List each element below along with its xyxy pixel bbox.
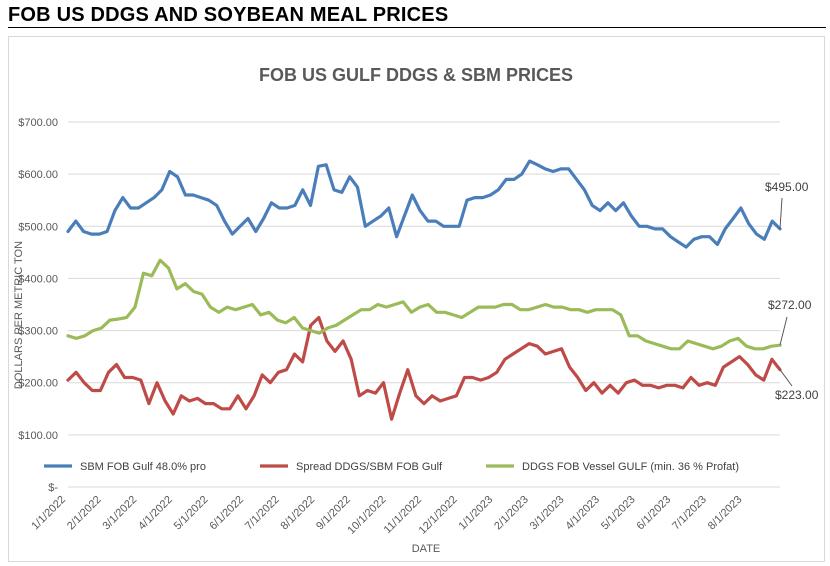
x-tick-label: 6/1/2023: [635, 494, 674, 533]
page-title: FOB US DDGS AND SOYBEAN MEAL PRICES: [8, 4, 449, 26]
x-tick-label: 3/1/2022: [101, 494, 140, 533]
x-axis-label: DATE: [412, 543, 441, 555]
x-tick-label: 5/1/2022: [172, 494, 211, 533]
annotation-leader: [779, 316, 788, 346]
series-line-2: [66, 315, 782, 421]
chart-frame: [8, 36, 825, 562]
x-tick-label: 1/1/2022: [29, 494, 68, 533]
x-tick-label: 8/1/2022: [279, 494, 318, 533]
chart-title: FOB US GULF DDGS & SBM PRICES: [259, 65, 573, 85]
plot-lines: [66, 159, 782, 421]
x-tick-label: 6/1/2022: [207, 494, 246, 533]
x-tick-label: 7/1/2022: [243, 494, 282, 533]
x-tick-label: 2/1/2023: [492, 494, 531, 533]
title-rule: [8, 27, 826, 28]
legend-label: SBM FOB Gulf 48.0% pro: [80, 461, 206, 473]
annotation-label: $223.00: [775, 388, 819, 402]
y-axis-label: DOLLARS PER METRIC TON: [13, 241, 25, 389]
x-tick-label: 1/1/2023: [457, 494, 496, 533]
x-tick-label: 4/1/2023: [563, 494, 602, 533]
x-tick-label: 5/1/2023: [599, 494, 638, 533]
y-tick-label: $700.00: [18, 117, 58, 129]
y-tick-label: $500.00: [18, 221, 58, 233]
legend-label: Spread DDGS/SBM FOB Gulf: [296, 461, 443, 473]
annotation-label: $272.00: [768, 298, 812, 312]
y-tick-label: $300.00: [18, 326, 58, 338]
annotation-leader: [779, 197, 783, 229]
y-tick-label: $100.00: [18, 430, 58, 442]
y-tick-label: $-: [48, 482, 58, 494]
annotation-label: $495.00: [765, 180, 809, 194]
x-tick-label: 10/1/2022: [345, 494, 388, 537]
x-tick-label: 3/1/2023: [528, 494, 567, 533]
x-tick-label: 2/1/2022: [65, 494, 104, 533]
legend: SBM FOB Gulf 48.0% pro Spread DDGS/SBM FO…: [44, 461, 739, 473]
y-axis: $- $100.00 $200.00 $300.00 $400.00 $500.00 $60…: [18, 117, 58, 494]
series-line-3: [66, 258, 782, 351]
annotation-leader: [779, 369, 793, 387]
gridlines: [68, 121, 780, 488]
x-tick-label: 8/1/2023: [706, 494, 745, 533]
legend-label: DDGS FOB Vessel GULF (min. 36 % Profat): [522, 461, 739, 473]
y-tick-label: $400.00: [18, 273, 58, 285]
x-axis: 1/1/20222/1/20223/1/20224/1/20225/1/2022…: [29, 494, 744, 537]
series-line-1: [66, 159, 782, 249]
y-tick-label: $200.00: [18, 378, 58, 390]
annotations: $495.00 $272.00 $223.00: [765, 180, 819, 402]
x-tick-label: 7/1/2023: [670, 494, 709, 533]
x-tick-label: 4/1/2022: [136, 494, 175, 533]
x-tick-label: 12/1/2022: [417, 494, 460, 537]
y-tick-label: $600.00: [18, 169, 58, 181]
